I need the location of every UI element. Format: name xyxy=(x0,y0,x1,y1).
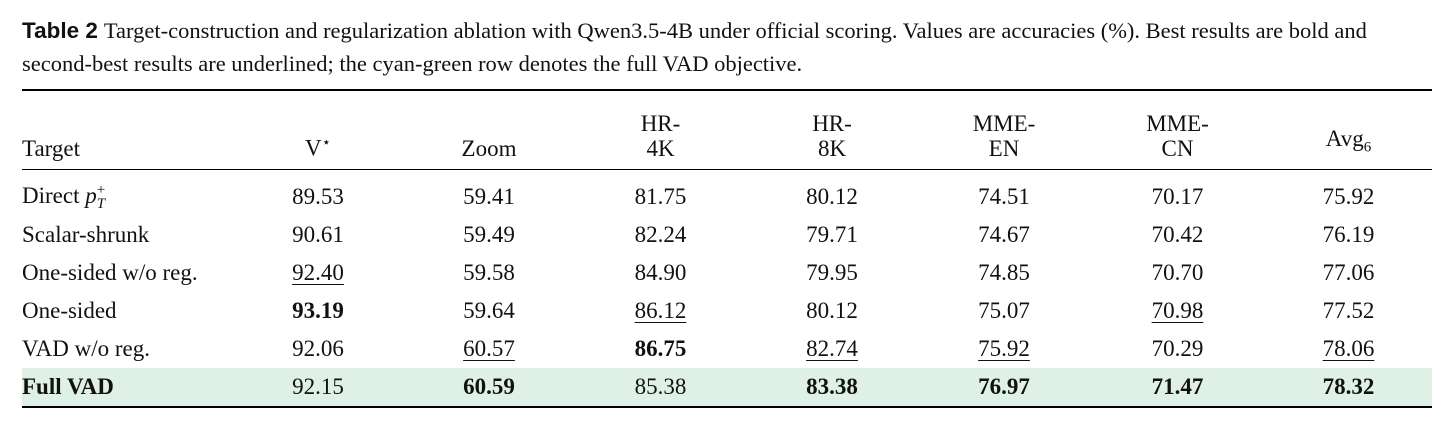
cell: 71.47 xyxy=(1151,374,1204,399)
cell: 84.90 xyxy=(634,260,687,285)
cell: 70.17 xyxy=(1151,184,1204,209)
column-header: HR- 8K xyxy=(812,111,852,161)
cell: 74.85 xyxy=(978,260,1030,285)
column-header: Zoom xyxy=(461,136,517,161)
table-row: Direct p + T 89.53 59.41 81.75 80.12 74.51 70.17… xyxy=(22,170,1432,217)
column-header: V⋆ xyxy=(233,90,403,170)
caption-label: Table 2 xyxy=(22,18,98,43)
table-body: Direct p + T 89.53 59.41 81.75 80.12 74.51 70.17… xyxy=(22,170,1432,407)
header-row: Target V⋆ Zoom HR- 4K HR- 8K MME- EN MME- CN Av… xyxy=(22,90,1432,170)
cell: 59.49 xyxy=(463,222,515,247)
cell: 78.06 xyxy=(1322,336,1375,361)
table-row: One-sided w/o reg. 92.40 59.58 84.90 79.95 74… xyxy=(22,254,1432,292)
cell: 76.19 xyxy=(1322,222,1375,247)
table-header: Target V⋆ Zoom HR- 4K HR- 8K MME- EN MME- CN Av… xyxy=(22,90,1432,170)
cell: 83.38 xyxy=(806,374,858,399)
math-symbol: p xyxy=(85,182,97,208)
cell: 75.07 xyxy=(978,298,1030,323)
cell: 74.51 xyxy=(978,184,1030,209)
cell: 60.57 xyxy=(463,336,515,361)
cell: 80.12 xyxy=(806,298,858,323)
cell: 59.41 xyxy=(463,184,515,209)
cell: 92.15 xyxy=(292,374,344,399)
caption: Table 2 Target-construction and regulariz… xyxy=(22,14,1437,80)
cell: 78.32 xyxy=(1322,374,1375,399)
cell: 86.75 xyxy=(634,336,687,361)
superscript: + xyxy=(96,182,106,199)
cell: 74.67 xyxy=(978,222,1030,247)
cell: 70.70 xyxy=(1151,260,1204,285)
subscript: 6 xyxy=(1363,140,1372,156)
cell-text: V xyxy=(304,136,322,161)
cell: 70.29 xyxy=(1151,336,1204,361)
cell: 75.92 xyxy=(1322,184,1375,209)
cell: 79.95 xyxy=(806,260,858,285)
row-label: Scalar-shrunk xyxy=(22,222,150,247)
column-header: Avg6 xyxy=(1265,90,1432,170)
row-label: VAD w/o reg. xyxy=(22,336,150,361)
cell: 81.75 xyxy=(634,184,687,209)
cell: 77.52 xyxy=(1322,298,1375,323)
cell: 82.74 xyxy=(806,336,858,361)
column-header: MME- CN xyxy=(1146,111,1209,161)
scripts: + T xyxy=(96,182,106,213)
cell: 92.06 xyxy=(292,336,344,361)
results-table: Target V⋆ Zoom HR- 4K HR- 8K MME- EN MME- CN Av… xyxy=(22,89,1432,408)
column-header: Target xyxy=(22,136,80,161)
cell: 76.97 xyxy=(978,374,1030,399)
table-row: One-sided 93.19 59.64 86.12 80.12 75.07 70.98 7… xyxy=(22,292,1432,330)
row-label: One-sided xyxy=(22,298,117,323)
cell: 80.12 xyxy=(806,184,858,209)
cell: 77.06 xyxy=(1322,260,1375,285)
table-row: Scalar-shrunk 90.61 59.49 82.24 79.71 74.67 70… xyxy=(22,216,1432,254)
cell: 59.58 xyxy=(463,260,515,285)
cell: 70.42 xyxy=(1151,222,1204,247)
cell: 75.92 xyxy=(978,336,1030,361)
row-label: One-sided w/o reg. xyxy=(22,260,198,285)
table-row: Full VAD 92.15 60.59 85.38 83.38 76.97 71.47 78… xyxy=(22,368,1432,407)
column-header: MME- EN xyxy=(972,111,1036,161)
cell: 79.71 xyxy=(806,222,858,247)
cell: 92.40 xyxy=(292,260,344,285)
cell: 82.24 xyxy=(634,222,687,247)
cell: 89.53 xyxy=(292,184,344,209)
subscript: T xyxy=(96,196,106,213)
column-header: HR- 4K xyxy=(640,111,681,161)
cell: 86.12 xyxy=(634,298,687,323)
cell: 90.61 xyxy=(292,222,344,247)
cell: 59.64 xyxy=(463,298,515,323)
cell: 70.98 xyxy=(1151,298,1204,323)
cell-text: Avg xyxy=(1325,126,1364,152)
row-label: Full VAD xyxy=(22,374,114,399)
cell: 85.38 xyxy=(634,374,687,399)
cell: 60.59 xyxy=(463,374,515,399)
table-row: VAD w/o reg. 92.06 60.57 86.75 82.74 75.92 70.… xyxy=(22,330,1432,368)
cell-text: Direct xyxy=(22,182,86,208)
superscript: ⋆ xyxy=(321,135,331,152)
cell: 93.19 xyxy=(292,298,344,323)
caption-text: Target-construction and regularization a… xyxy=(22,18,1367,76)
row-label: Direct p + T xyxy=(22,170,233,217)
